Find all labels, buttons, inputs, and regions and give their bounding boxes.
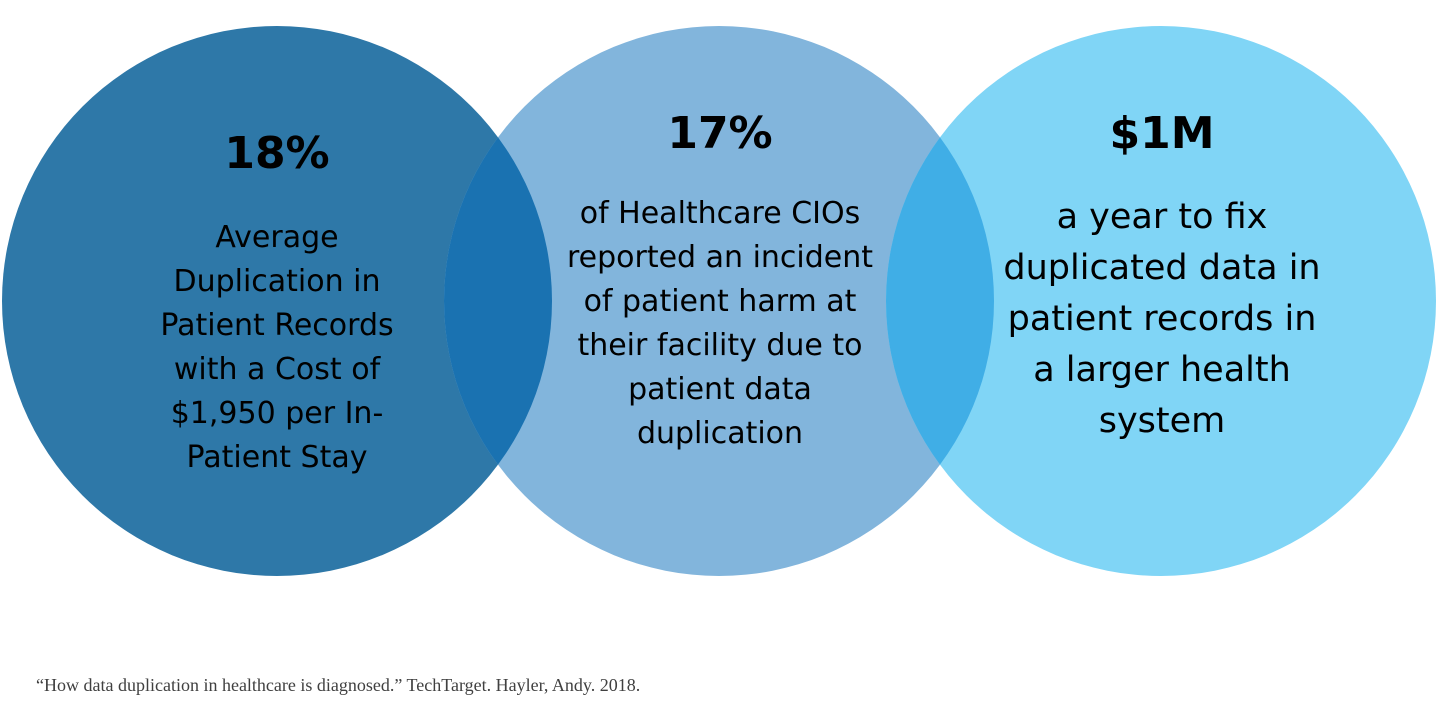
stat-description-3: a year to fix duplicated data in patient… xyxy=(1003,197,1321,441)
stat-value-2: 17% xyxy=(667,108,773,159)
stat-description-1: Average Duplication in Patient Records w… xyxy=(160,220,394,475)
circle-1 xyxy=(2,26,552,576)
stat-value-1: 18% xyxy=(224,128,330,179)
stat-value-3: $1M xyxy=(1109,108,1215,159)
stat-description-2: of Healthcare CIOs reported an incident … xyxy=(566,196,874,451)
circle-3 xyxy=(886,26,1436,576)
source-citation: “How data duplication in healthcare is d… xyxy=(36,675,641,695)
circle-2 xyxy=(444,26,994,576)
